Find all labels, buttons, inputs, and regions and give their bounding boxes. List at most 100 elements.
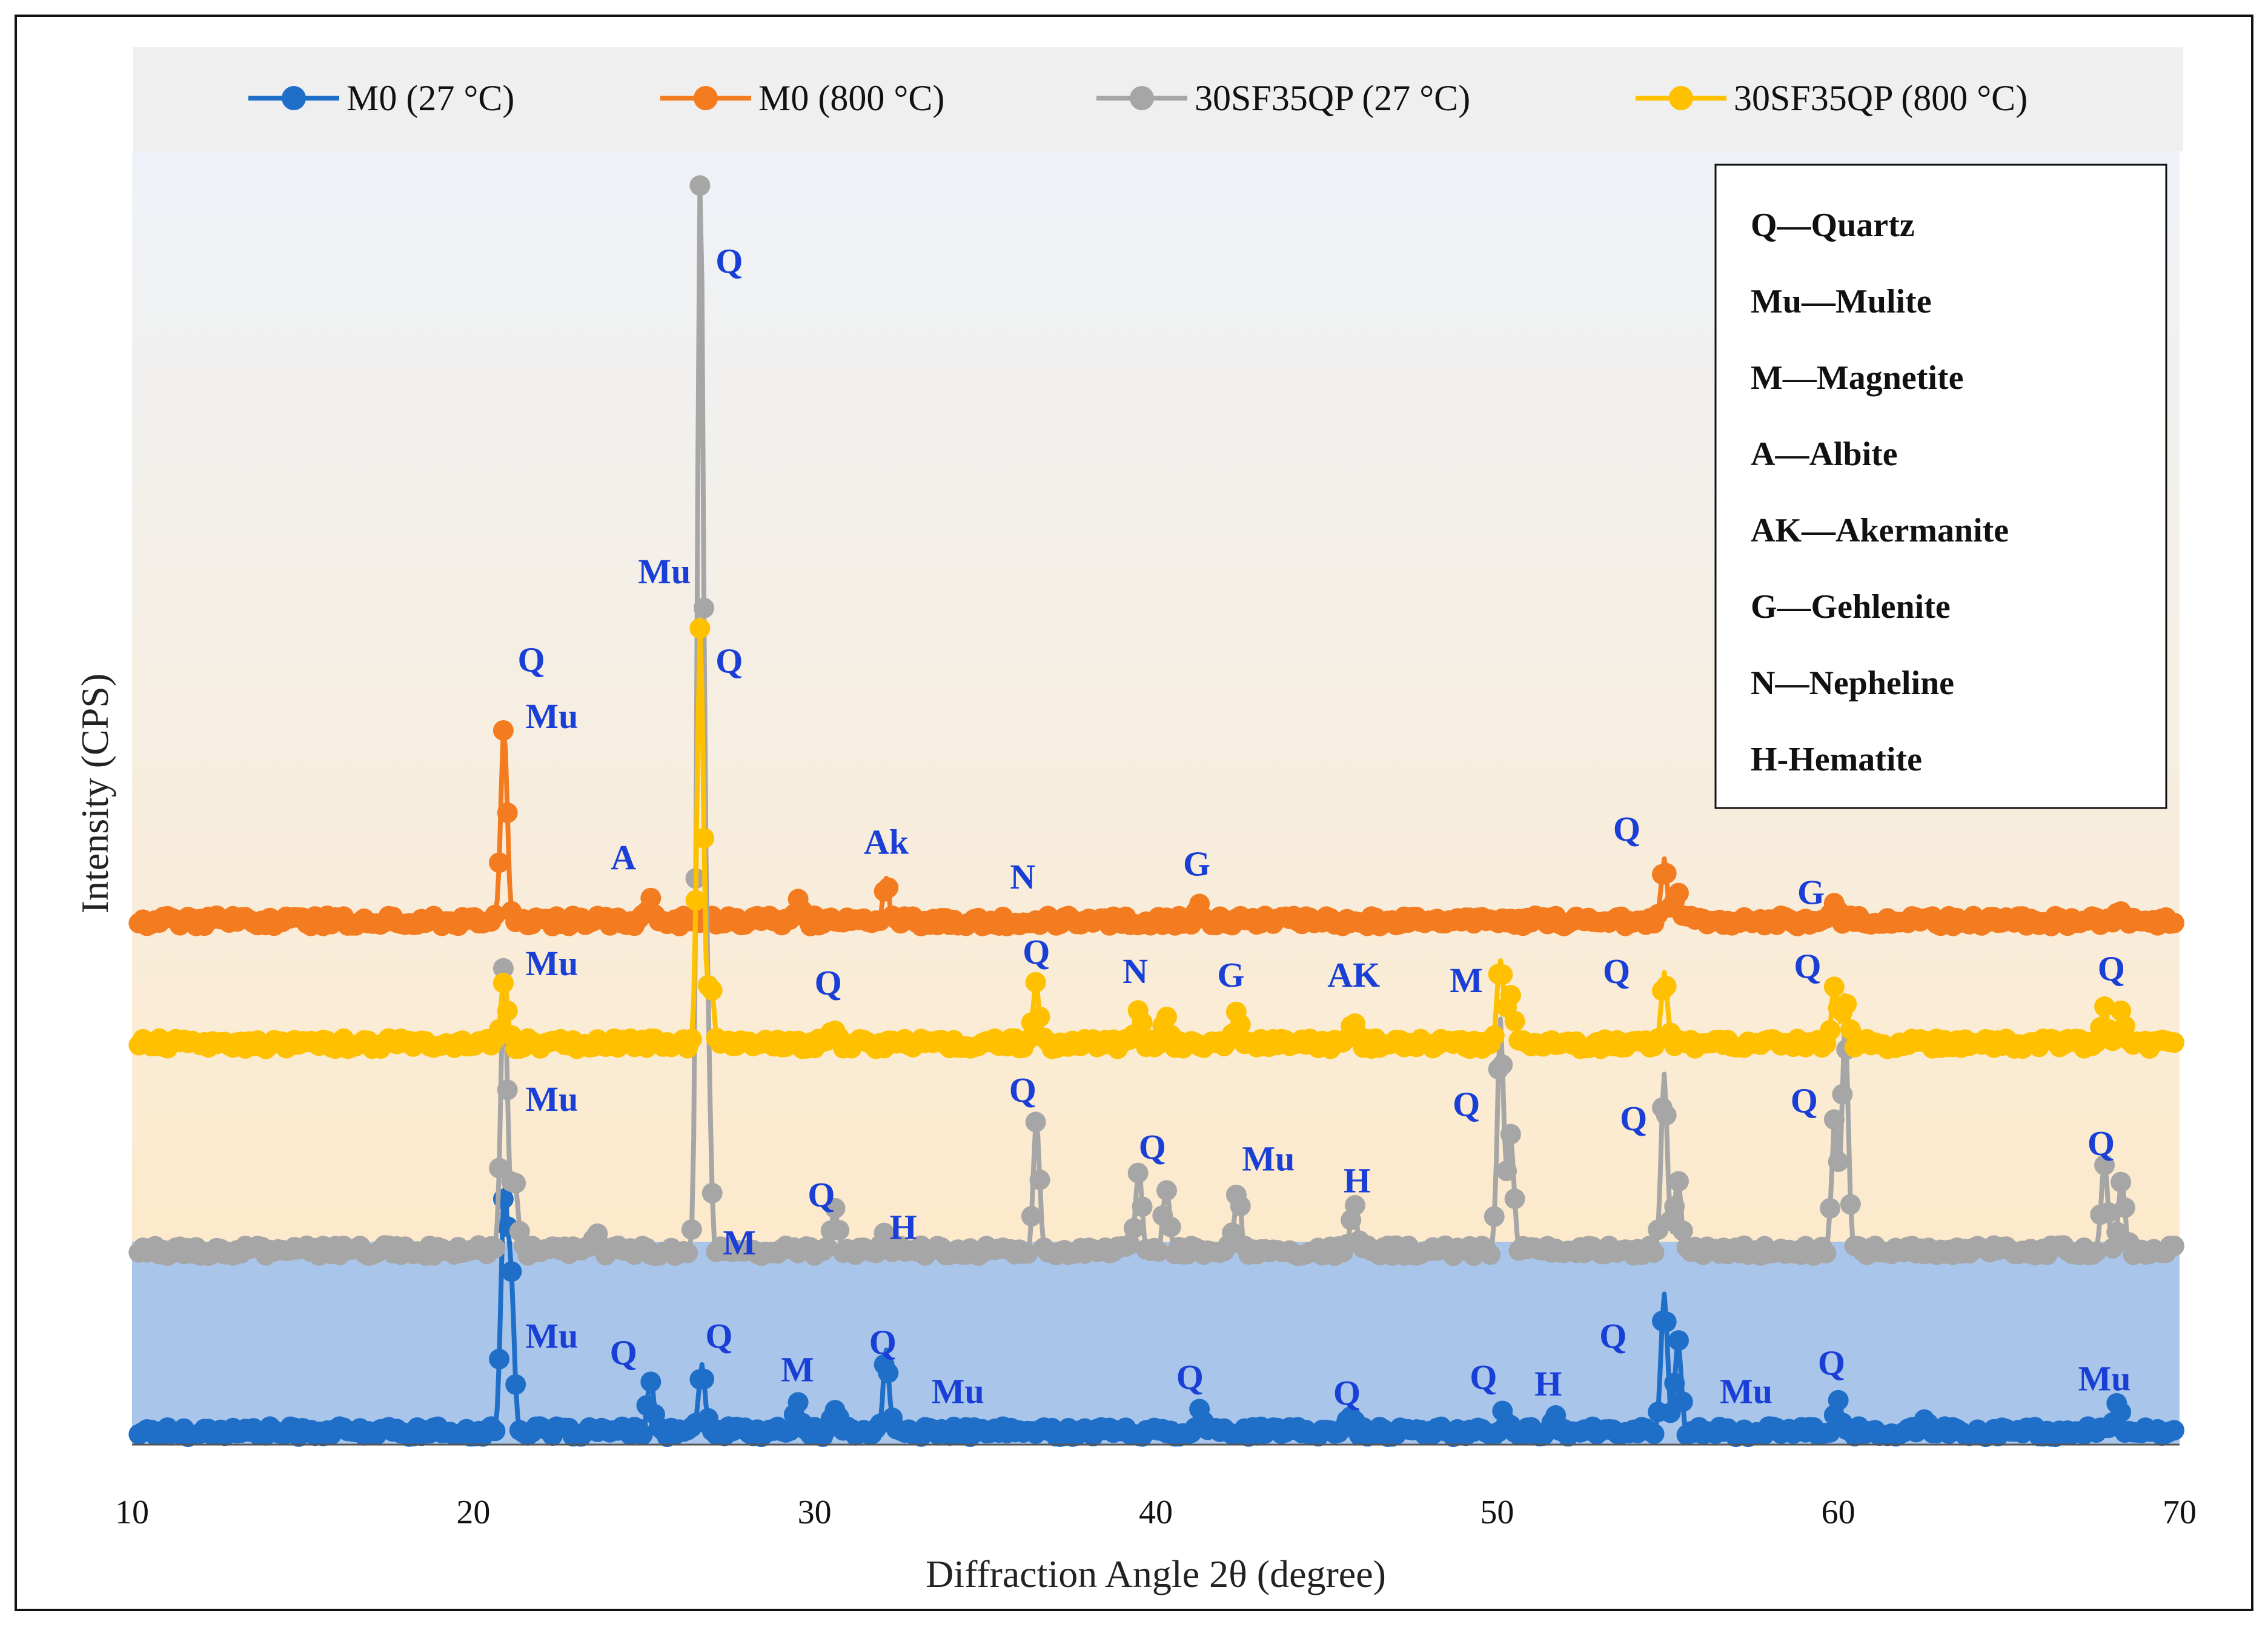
peak-label: Q xyxy=(1599,1316,1626,1356)
peak-label: Q xyxy=(715,641,743,680)
data-point xyxy=(694,597,715,618)
peak-label: Q xyxy=(610,1333,637,1373)
data-point xyxy=(788,1392,809,1413)
legend-label: M0 (800 °C) xyxy=(758,78,944,118)
legend-swatch-marker xyxy=(282,86,306,110)
data-point xyxy=(1119,1234,1141,1255)
data-point xyxy=(1492,964,1513,985)
plot-background-lower xyxy=(132,1242,2180,1445)
data-point xyxy=(1672,1220,1693,1241)
data-point xyxy=(685,890,706,911)
data-point xyxy=(1017,1243,1038,1264)
data-point xyxy=(497,1079,518,1101)
peak-label: Q xyxy=(1009,1070,1036,1110)
data-point xyxy=(701,1182,723,1204)
legend-swatch-marker xyxy=(694,86,718,110)
data-point xyxy=(1492,1054,1513,1075)
data-point xyxy=(2164,1032,2184,1053)
data-point xyxy=(689,175,711,196)
data-point xyxy=(1656,1105,1677,1126)
data-point xyxy=(1230,1014,1251,1035)
series-layer xyxy=(128,175,2184,1448)
legend-swatch-marker xyxy=(1669,86,1693,110)
legend-item: M0 (800 °C) xyxy=(660,78,944,118)
data-point xyxy=(632,1424,653,1445)
x-tick-label: 20 xyxy=(456,1494,490,1531)
phase-key-entry: AK—Akermanite xyxy=(1751,512,2009,549)
data-point xyxy=(1668,1330,1689,1351)
data-point xyxy=(505,1374,526,1395)
series-markers xyxy=(128,618,2184,1059)
peak-label: Mu xyxy=(525,1079,578,1119)
data-point xyxy=(2110,1402,2132,1423)
peak-label: N xyxy=(1010,857,1035,896)
data-point xyxy=(878,877,899,898)
data-point xyxy=(1156,1007,1177,1028)
phase-key: Q—Quartz Mu—Mulite M—Magnetite A—Albite AK—A… xyxy=(1714,164,2167,809)
peak-label: Q xyxy=(1023,932,1050,972)
peak-label: M xyxy=(781,1350,814,1389)
data-point xyxy=(2086,1241,2107,1262)
data-point xyxy=(1029,1006,1050,1027)
peak-label: Q xyxy=(1139,1127,1166,1167)
data-point xyxy=(2094,996,2115,1017)
legend-item: M0 (27 °C) xyxy=(248,78,514,118)
data-point xyxy=(1132,1196,1153,1217)
phase-key-entry: A—Albite xyxy=(1751,435,1898,473)
peak-label: H xyxy=(1534,1364,1562,1403)
x-tick-label: 60 xyxy=(1822,1494,1855,1531)
data-point xyxy=(1160,1216,1181,1237)
x-axis-ticks: 10 20 30 40 50 60 70 xyxy=(115,1494,2197,1531)
data-point xyxy=(1504,1011,1525,1032)
data-point xyxy=(824,1197,846,1219)
peak-label: Q xyxy=(1613,809,1640,849)
legend-label: M0 (27 °C) xyxy=(346,78,514,118)
peak-label: N xyxy=(1122,952,1148,991)
data-point xyxy=(1222,1222,1243,1244)
data-point xyxy=(489,852,510,873)
legend-item: 30SF35QP (27 °C) xyxy=(1096,78,1470,118)
data-point xyxy=(2094,1154,2115,1176)
data-point xyxy=(640,1371,662,1393)
x-tick-label: 50 xyxy=(1480,1494,1514,1531)
peak-label: Mu xyxy=(638,552,691,591)
peak-label: Q xyxy=(2087,1124,2115,1163)
peak-label: H xyxy=(1344,1161,1371,1201)
data-point xyxy=(829,1220,850,1240)
data-point xyxy=(1664,1373,1685,1394)
data-point xyxy=(1823,976,1845,998)
data-point xyxy=(1132,1012,1153,1033)
data-point xyxy=(1656,863,1677,884)
peak-label: Mu xyxy=(932,1372,984,1411)
peak-label: Q xyxy=(1603,952,1630,991)
data-point xyxy=(1148,1241,1169,1262)
legend-item: 30SF35QP (800 °C) xyxy=(1636,78,2028,118)
series-markers xyxy=(128,1188,2184,1448)
data-point xyxy=(1017,1030,1038,1051)
phase-key-entry: Q—Quartz xyxy=(1751,207,1915,244)
data-point xyxy=(1500,985,1521,1006)
data-point xyxy=(1484,1025,1505,1046)
peak-label: Q xyxy=(715,242,743,281)
peak-label: Mu xyxy=(525,697,578,736)
peak-label: G xyxy=(1183,844,1210,884)
x-axis-title: Diffraction Angle 2θ (degree) xyxy=(926,1552,1386,1595)
data-point xyxy=(681,1219,702,1240)
data-point xyxy=(485,904,506,926)
peak-label: A xyxy=(611,838,636,877)
peak-label: AK xyxy=(1327,955,1380,995)
series-markers xyxy=(128,175,2184,1267)
peak-label: Mu xyxy=(1720,1372,1772,1411)
peak-label: Q xyxy=(1620,1099,1647,1138)
data-point xyxy=(1832,1084,1853,1105)
x-tick-label: 30 xyxy=(798,1494,832,1531)
data-point xyxy=(1345,1194,1365,1216)
data-point xyxy=(677,1242,698,1263)
peak-label: Ak xyxy=(864,822,909,861)
data-point xyxy=(689,618,711,639)
series-2 xyxy=(128,720,2184,936)
data-point xyxy=(492,958,514,979)
data-point xyxy=(489,1348,510,1369)
